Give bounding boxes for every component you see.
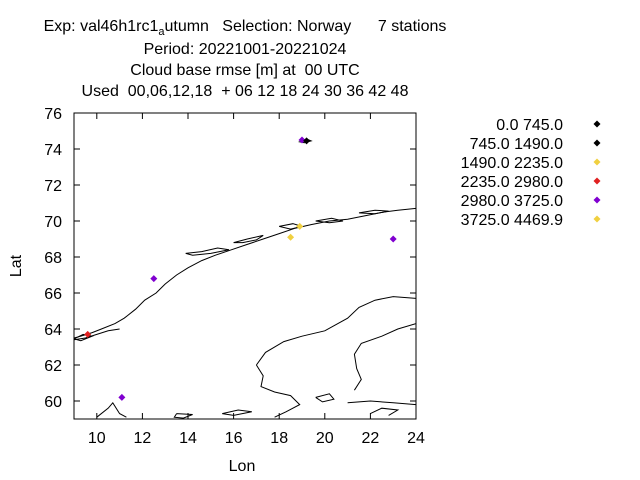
y-tick-label: 64 xyxy=(44,322,62,339)
legend-marker xyxy=(593,196,601,204)
y-axis-label: Lat xyxy=(8,254,25,277)
x-tick-label: 24 xyxy=(407,430,425,447)
x-tick-label: 10 xyxy=(88,430,106,447)
station-point xyxy=(150,275,158,283)
y-tick-label: 74 xyxy=(44,142,62,159)
coastline xyxy=(96,401,127,418)
x-tick-label: 20 xyxy=(316,430,334,447)
coastline xyxy=(370,407,400,416)
y-tick-label: 70 xyxy=(44,214,62,231)
station-point xyxy=(296,222,304,230)
legend-label: 2235.0 2980.0 xyxy=(461,174,563,191)
legend-label: 2980.0 3725.0 xyxy=(461,193,563,210)
coastline xyxy=(353,323,416,391)
y-axis-ticks: 60 62 64 66 68 70 72 74 76 xyxy=(44,106,416,411)
legend-marker xyxy=(593,215,601,223)
x-axis-label: Lon xyxy=(229,458,256,475)
station-point xyxy=(298,136,306,144)
y-tick-label: 66 xyxy=(44,286,62,303)
coastline xyxy=(173,413,193,419)
coastline xyxy=(315,393,335,403)
station-point xyxy=(287,233,295,241)
legend-marker xyxy=(593,158,601,166)
y-tick-label: 72 xyxy=(44,178,62,195)
experiment-subscript: a xyxy=(158,26,165,38)
legend-label: 0.0 745.0 xyxy=(496,117,563,134)
selection-label: utumn Selection: Norway 7 stations xyxy=(164,18,447,35)
y-tick-label: 62 xyxy=(44,358,62,375)
coastline xyxy=(255,296,416,366)
x-tick-label: 12 xyxy=(134,430,152,447)
coastline xyxy=(255,364,301,418)
chart-header: Exp: val46h1rc1autumn Selection: Norway … xyxy=(0,16,490,102)
chart-title: Cloud base rmse [m] at 00 UTC xyxy=(130,62,360,79)
legend-marker xyxy=(593,120,601,128)
coastline xyxy=(222,409,252,416)
island-outline xyxy=(233,234,264,244)
y-tick-label: 60 xyxy=(44,394,62,411)
station-point xyxy=(389,235,397,243)
legend-marker xyxy=(593,139,601,147)
y-tick-label: 68 xyxy=(44,250,62,267)
coastline xyxy=(347,400,416,406)
used-hours-label: Used 00,06,12,18 + 06 12 18 24 30 36 42 … xyxy=(81,83,409,100)
island-outline xyxy=(185,247,230,256)
island-outline xyxy=(315,217,344,224)
x-tick-label: 22 xyxy=(362,430,380,447)
station-points xyxy=(84,136,397,401)
plot-frame xyxy=(73,112,417,420)
header-line-1: Exp: val46h1rc1autumn Selection: Norway … xyxy=(0,16,490,39)
station-point xyxy=(84,330,92,338)
y-tick-label: 76 xyxy=(44,106,62,123)
legend-label: 1490.0 2235.0 xyxy=(461,155,563,172)
island-outline xyxy=(358,209,389,215)
x-axis-ticks: 10 12 14 16 18 20 22 24 xyxy=(88,113,425,447)
legend: 0.0 745.0 745.0 1490.0 1490.0 2235.0 2235.0… xyxy=(461,117,601,229)
station-point xyxy=(118,393,126,401)
legend-marker xyxy=(593,177,601,185)
x-tick-label: 14 xyxy=(179,430,197,447)
station-point xyxy=(303,137,311,145)
legend-label: 3725.0 4469.9 xyxy=(461,212,563,229)
x-tick-label: 16 xyxy=(225,430,243,447)
coastline xyxy=(74,328,120,341)
island-outline xyxy=(74,333,94,342)
coastline-map xyxy=(74,138,416,419)
experiment-label: Exp: val46h1rc1 xyxy=(43,18,159,35)
x-tick-label: 18 xyxy=(270,430,288,447)
legend-label: 745.0 1490.0 xyxy=(470,136,564,153)
coastline xyxy=(74,207,416,339)
period-label: Period: 20221001-20221024 xyxy=(143,41,347,58)
